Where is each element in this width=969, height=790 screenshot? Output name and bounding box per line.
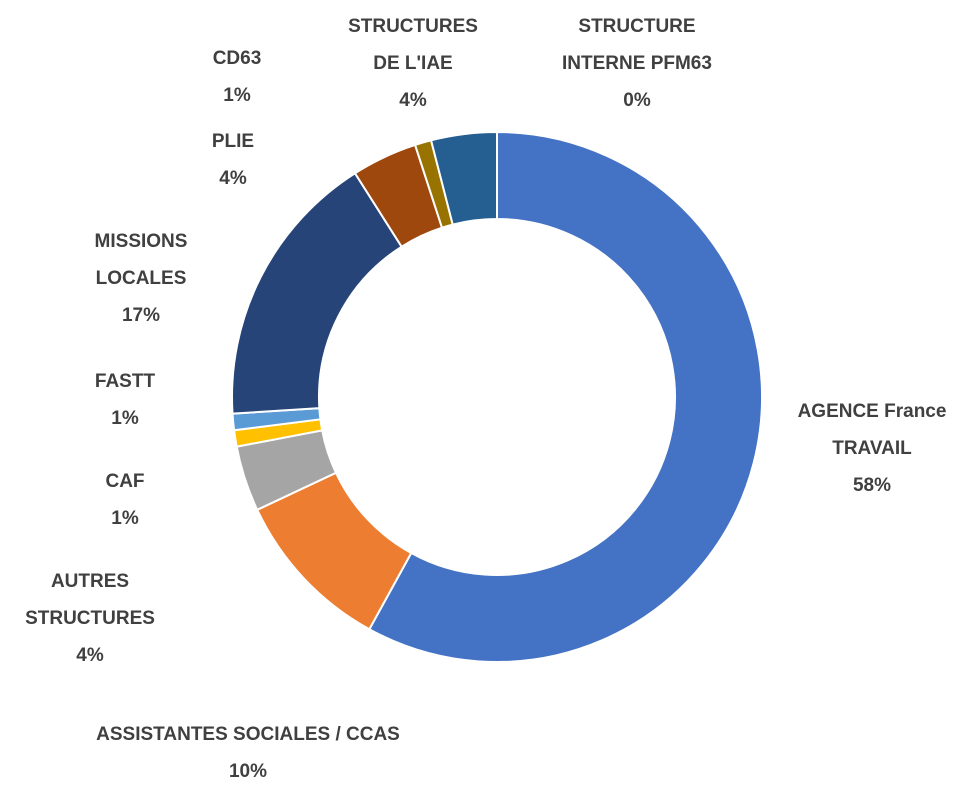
donut-segment [231,171,404,415]
value-label: 1% [111,508,139,529]
data-label: PLIE 4% [183,123,283,197]
value-label: 10% [228,761,268,782]
data-label: FASTT 1% [75,363,175,437]
category-label: AGENCE France TRAVAIL [797,401,947,459]
category-label: STRUCTURES DE L'IAE [348,16,478,74]
data-label: STRUCTURES DE L'IAE 4% [338,8,488,119]
category-label: AUTRES STRUCTURES [25,571,155,629]
data-label: ASSISTANTES SOCIALES / CCAS 10% [0,716,498,790]
value-label: 4% [399,90,427,111]
value-label: 1% [111,408,139,429]
value-label: 58% [852,475,892,496]
donut-segment [429,130,498,226]
donut-segment [367,130,763,663]
category-label: PLIE [211,131,255,152]
value-label: 0% [623,90,651,111]
value-label: 1% [223,85,251,106]
data-label: CAF 1% [75,463,175,537]
category-label: CAF [105,471,145,492]
category-label: FASTT [94,371,156,392]
value-label: 4% [219,168,247,189]
category-label: STRUCTURE INTERNE PFM63 [562,16,712,74]
data-label: AGENCE France TRAVAIL 58% [787,393,957,504]
data-label: CD63 1% [187,40,287,114]
category-label: CD63 [212,48,262,69]
data-label: AUTRES STRUCTURES 4% [20,563,160,674]
data-label: STRUCTURE INTERNE PFM63 0% [542,8,732,119]
value-label: 17% [121,305,161,326]
category-label: MISSIONS LOCALES [94,231,188,289]
data-label: MISSIONS LOCALES 17% [76,223,206,334]
value-label: 4% [76,645,104,666]
category-label: ASSISTANTES SOCIALES / CCAS [96,724,400,745]
